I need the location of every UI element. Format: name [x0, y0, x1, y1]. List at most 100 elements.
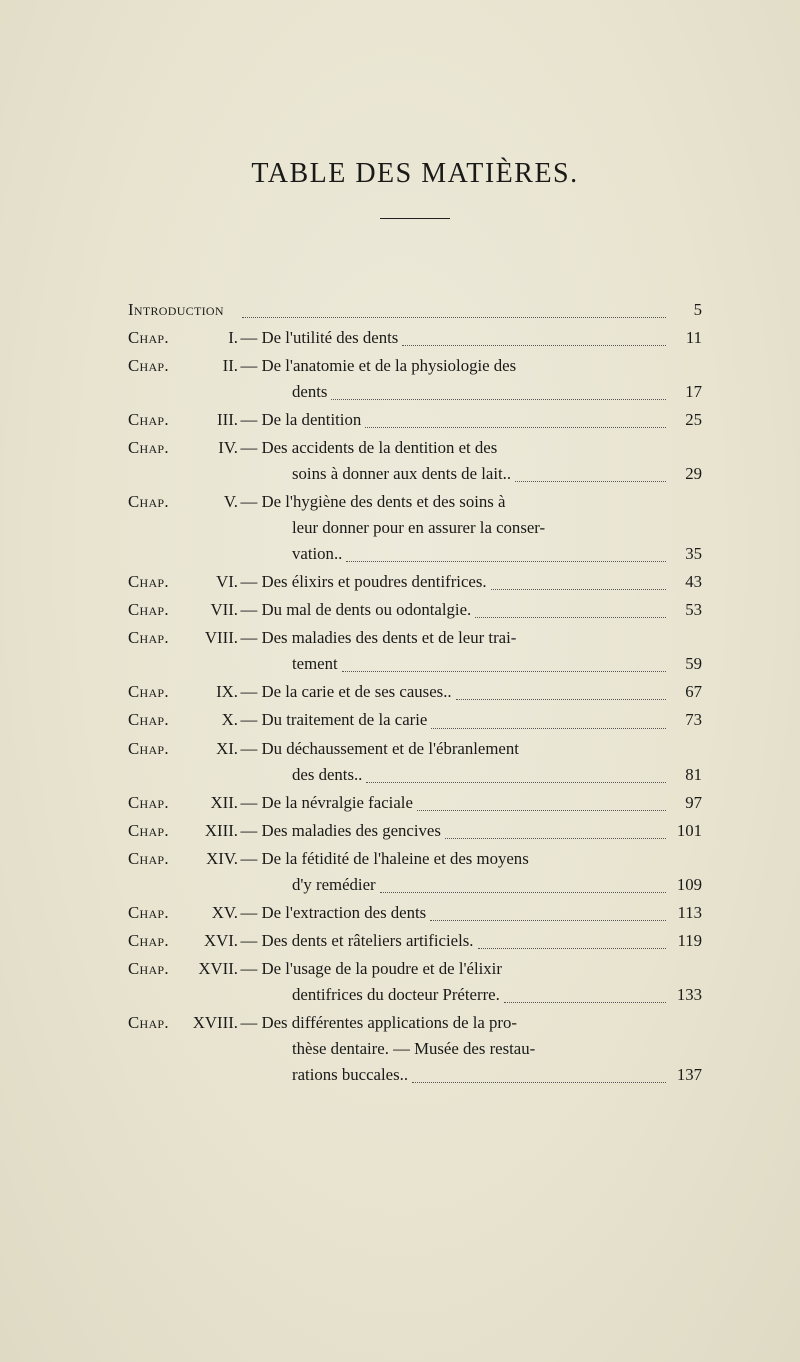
chapter-label: Chap.: [128, 679, 182, 705]
title-rule: [380, 218, 450, 219]
chapter-label: Chap.: [128, 407, 182, 433]
chapter-description: — Du mal de dents ou odontalgie.: [241, 597, 472, 623]
page-number: 97: [670, 790, 702, 816]
table-of-contents: Introduction5Chap.I.— De l'utilité des d…: [128, 297, 702, 1088]
leader-dots: [346, 560, 666, 562]
chapter-roman: XVII.: [182, 956, 241, 982]
leader-dots: [431, 727, 666, 729]
chapter-description-continuation: d'y remédier: [292, 872, 376, 898]
page-number: 25: [670, 407, 702, 433]
toc-row-line: thèse dentaire. — Musée des restau-: [128, 1036, 702, 1062]
chapter-description: — De la dentition: [241, 407, 362, 433]
toc-row: Chap.XVI.— Des dents et râteliers artifi…: [128, 928, 702, 954]
leader-dots: [242, 316, 666, 318]
chapter-description: — De l'usage de la poudre et de l'élixir: [241, 956, 502, 982]
leader-dots: [445, 837, 666, 839]
toc-row-line: d'y remédier109: [128, 872, 702, 898]
toc-row-line: Chap.XII.— De la névralgie faciale97: [128, 790, 702, 816]
chapter-roman: II.: [182, 353, 241, 379]
leader-dots: [417, 809, 666, 811]
toc-row: Chap.XIII.— Des maladies des gencives101: [128, 818, 702, 844]
chapter-description: — Des maladies des gencives: [241, 818, 441, 844]
toc-row: Chap.X.— Du traitement de la carie73: [128, 707, 702, 733]
toc-row-line: Chap.XVI.— Des dents et râteliers artifi…: [128, 928, 702, 954]
chapter-description: — Des accidents de la dentition et des: [241, 435, 498, 461]
page-number: 17: [670, 379, 702, 405]
chapter-label: Chap.: [128, 489, 182, 515]
toc-row: Chap.XV.— De l'extraction des dents113: [128, 900, 702, 926]
chapter-label: Chap.: [128, 928, 182, 954]
toc-row-line: Chap.II.— De l'anatomie et de la physiol…: [128, 353, 702, 379]
toc-row-line: Chap.V.— De l'hygiène des dents et des s…: [128, 489, 702, 515]
chapter-roman: XI.: [182, 736, 241, 762]
toc-row-line: dents17: [128, 379, 702, 405]
chapter-label: Chap.: [128, 736, 182, 762]
leader-dots: [504, 1001, 666, 1003]
chapter-label: Chap.: [128, 846, 182, 872]
chapter-label: Introduction: [128, 297, 238, 323]
leader-dots: [475, 616, 666, 618]
toc-row: Chap.XII.— De la névralgie faciale97: [128, 790, 702, 816]
chapter-label: Chap.: [128, 956, 182, 982]
toc-row-line: soins à donner aux dents de lait.. 29: [128, 461, 702, 487]
chapter-roman: I.: [182, 325, 241, 351]
toc-row-line: dentifrices du docteur Préterre.133: [128, 982, 702, 1008]
chapter-roman: XIII.: [182, 818, 241, 844]
toc-row: Chap.XVII.— De l'usage de la poudre et d…: [128, 956, 702, 1008]
toc-row-line: Chap.VIII.— Des maladies des dents et de…: [128, 625, 702, 651]
toc-row-line: Chap.I.— De l'utilité des dents11: [128, 325, 702, 351]
page: TABLE DES MATIÈRES. Introduction5Chap.I.…: [0, 0, 800, 1362]
title-rule-wrap: [128, 218, 702, 219]
leader-dots: [402, 344, 666, 346]
chapter-roman: III.: [182, 407, 241, 433]
page-number: 59: [670, 651, 702, 677]
chapter-roman: XV.: [182, 900, 241, 926]
leader-dots: [515, 480, 666, 482]
chapter-description: — De l'extraction des dents: [241, 900, 427, 926]
toc-row: Chap.VIII.— Des maladies des dents et de…: [128, 625, 702, 677]
toc-row-line: Chap.XV.— De l'extraction des dents113: [128, 900, 702, 926]
toc-row-line: des dents..81: [128, 762, 702, 788]
leader-dots: [478, 947, 666, 949]
toc-row: Chap.XVIII.— Des différentes application…: [128, 1010, 702, 1088]
toc-row-line: Chap.XI.— Du déchaussement et de l'ébran…: [128, 736, 702, 762]
chapter-description-continuation: rations buccales..: [292, 1062, 408, 1088]
chapter-label: Chap.: [128, 790, 182, 816]
toc-row-line: Chap.XVII.— De l'usage de la poudre et d…: [128, 956, 702, 982]
chapter-roman: XVIII.: [182, 1010, 241, 1036]
chapter-label: Chap.: [128, 325, 182, 351]
page-number: 67: [670, 679, 702, 705]
chapter-description: — De l'utilité des dents: [241, 325, 399, 351]
chapter-description-continuation: soins à donner aux dents de lait..: [292, 461, 511, 487]
chapter-roman: VII.: [182, 597, 241, 623]
chapter-roman: XVI.: [182, 928, 241, 954]
chapter-description-continuation: vation..: [292, 541, 342, 567]
toc-row: Chap.V.— De l'hygiène des dents et des s…: [128, 489, 702, 567]
leader-dots: [430, 919, 666, 921]
toc-row: Chap.III.— De la dentition 25: [128, 407, 702, 433]
page-number: 29: [670, 461, 702, 487]
chapter-label: Chap.: [128, 569, 182, 595]
chapter-description: — Du traitement de la carie: [241, 707, 428, 733]
chapter-roman: VI.: [182, 569, 241, 595]
toc-row-line: Chap.VI.— Des élixirs et poudres dentifr…: [128, 569, 702, 595]
chapter-description: — Des différentes applications de la pro…: [241, 1010, 518, 1036]
page-number: 5: [670, 297, 702, 323]
chapter-description-continuation: tement: [292, 651, 338, 677]
toc-row-line: Chap.IV.— Des accidents de la dentition …: [128, 435, 702, 461]
toc-row-line: leur donner pour en assurer la conser-: [128, 515, 702, 541]
leader-dots: [412, 1081, 666, 1083]
toc-row-line: Chap.IX.— De la carie et de ses causes..…: [128, 679, 702, 705]
chapter-roman: XII.: [182, 790, 241, 816]
leader-dots: [342, 670, 666, 672]
toc-row: Chap.VI.— Des élixirs et poudres dentifr…: [128, 569, 702, 595]
chapter-description-continuation: thèse dentaire. — Musée des restau-: [292, 1036, 535, 1062]
page-number: 35: [670, 541, 702, 567]
chapter-roman: X.: [182, 707, 241, 733]
leader-dots: [365, 426, 666, 428]
chapter-description: — De l'hygiène des dents et des soins à: [241, 489, 506, 515]
chapter-label: Chap.: [128, 900, 182, 926]
toc-row-line: Chap.X.— Du traitement de la carie73: [128, 707, 702, 733]
chapter-label: Chap.: [128, 597, 182, 623]
toc-row: Chap.IX.— De la carie et de ses causes..…: [128, 679, 702, 705]
